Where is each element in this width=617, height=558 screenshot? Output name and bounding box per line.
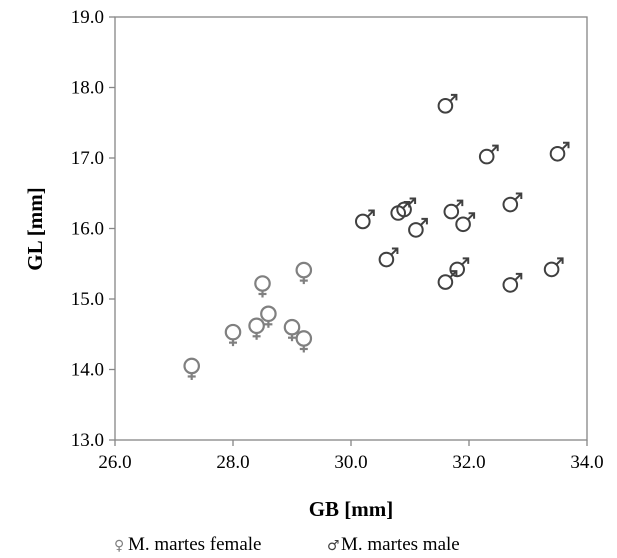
x-tick-label: 30.0 [334, 452, 367, 473]
male-data-point [549, 141, 570, 162]
male-data-point [437, 93, 458, 114]
plot-area-frame [114, 16, 588, 441]
x-tick-label: 34.0 [570, 452, 603, 473]
male-data-point [455, 212, 476, 233]
x-tick-label: 32.0 [452, 452, 485, 473]
female-data-point [295, 330, 313, 353]
y-tick-label: 18.0 [71, 78, 104, 99]
data-points [183, 93, 570, 380]
male-data-point [478, 144, 499, 165]
y-tick-label: 16.0 [71, 219, 104, 240]
male-data-point [408, 217, 428, 238]
female-data-point [260, 305, 277, 328]
legend: ♀ M. martes female ♂ M. martes male [114, 534, 460, 555]
legend-label: M. martes male [341, 534, 460, 555]
male-data-point [378, 247, 399, 268]
y-tick-label: 15.0 [71, 289, 104, 310]
male-data-point [543, 257, 564, 278]
female-data-point [254, 275, 271, 298]
y-tick-label: 13.0 [71, 430, 104, 451]
male-data-point [396, 197, 417, 218]
female-data-point [224, 323, 242, 347]
male-data-point [437, 270, 458, 290]
male-data-point [449, 257, 470, 278]
x-tick-label: 26.0 [98, 452, 131, 473]
x-axis-title: GB [mm] [309, 497, 394, 521]
female-data-point [295, 261, 313, 285]
male-data-point [502, 192, 523, 213]
female-data-point [283, 318, 301, 342]
female-data-point [248, 317, 265, 340]
male-data-point [355, 209, 375, 230]
y-tick-label: 17.0 [71, 148, 104, 169]
male-legend-icon: ♂ [327, 538, 340, 554]
plot-axes: 26.0 28.0 30.0 32.0 34.0 13.0 14.0 15.0 16.0 17.0… [71, 7, 604, 473]
y-tick-label: 19.0 [71, 7, 104, 28]
y-axis-title: GL [mm] [23, 187, 47, 270]
y-tick-label: 14.0 [71, 360, 104, 381]
x-tick-label: 28.0 [216, 452, 249, 473]
legend-label: M. martes female [128, 534, 261, 555]
female-data-point [183, 357, 200, 380]
male-data-point [502, 272, 523, 293]
male-data-point [443, 199, 464, 220]
female-legend-icon: ♀ [114, 538, 124, 554]
